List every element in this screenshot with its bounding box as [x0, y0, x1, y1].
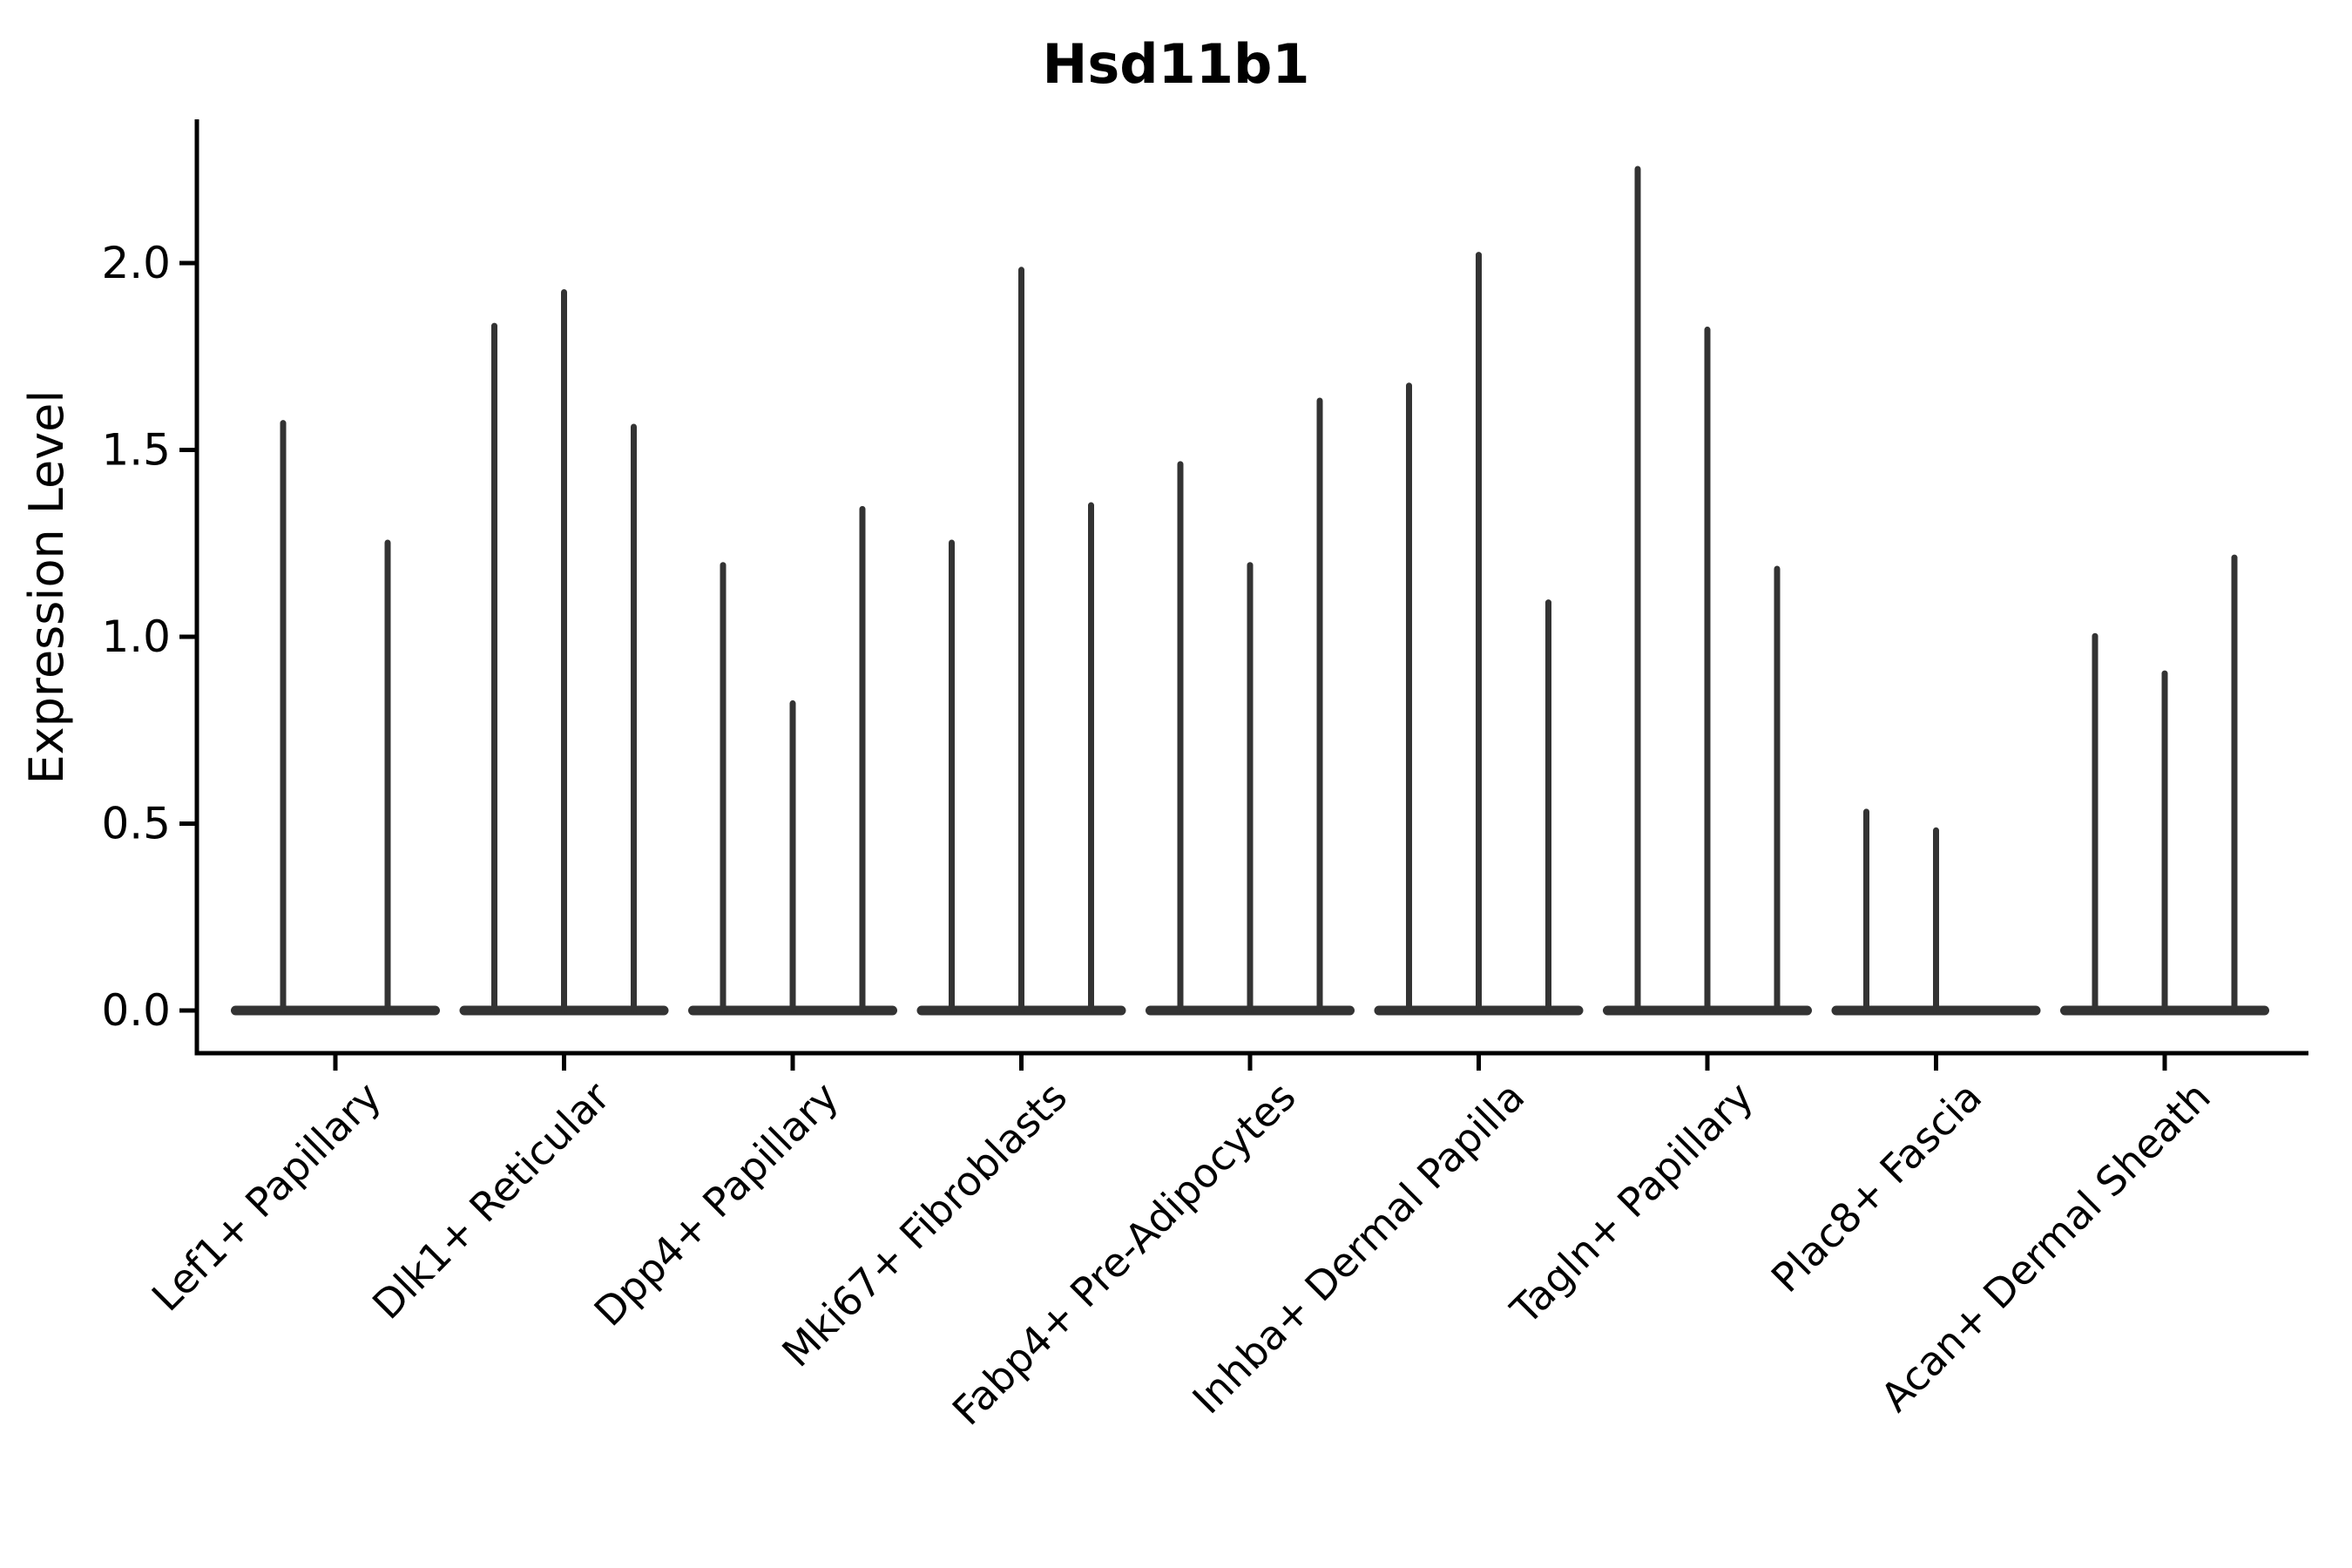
violin-spike	[384, 539, 391, 1012]
violin-group	[1146, 397, 1355, 1016]
violin-group	[231, 420, 440, 1016]
violin-spike	[720, 562, 727, 1012]
x-tick-label: Plac8+ Fascia	[1762, 1073, 1990, 1301]
violin-spike	[1863, 808, 1869, 1012]
x-tick-label: Tagln+ Papillary	[1501, 1073, 1762, 1335]
chart-title: Hsd11b1	[1043, 32, 1310, 96]
violin-group	[1831, 808, 2041, 1016]
violin-spike	[1406, 382, 1412, 1012]
violin-spike	[631, 423, 637, 1013]
x-tick-label: Dlk1+ Reticular	[363, 1073, 618, 1328]
y-tick-label: 2.0	[101, 238, 171, 288]
violin-group	[459, 289, 669, 1016]
violin-spike	[1634, 166, 1641, 1012]
violin-spike	[1774, 565, 1781, 1012]
violin-spike	[561, 289, 567, 1012]
x-tick-label: Lef1+ Papillary	[143, 1073, 390, 1321]
violin-spike	[1018, 267, 1024, 1012]
violin-group	[1374, 252, 1584, 1016]
violin-spike	[789, 700, 796, 1012]
violin-spike	[2161, 670, 2168, 1012]
violin-spike	[2092, 632, 2099, 1012]
violin-base	[231, 1005, 440, 1016]
violin-spike	[1476, 252, 1482, 1012]
y-tick-label: 1.5	[101, 425, 171, 476]
y-tick-label: 0.5	[101, 799, 171, 849]
y-tick-label: 0.0	[101, 985, 171, 1036]
violin-spike	[1704, 326, 1711, 1012]
violin-group	[1603, 166, 1812, 1016]
y-axis-label: Expression Level	[19, 390, 74, 785]
violins-layer	[231, 166, 2269, 1016]
violin-spike	[280, 420, 287, 1012]
violin-spike	[1177, 461, 1184, 1012]
violin-spike	[1247, 562, 1254, 1012]
violin-spike	[1316, 397, 1323, 1012]
violin-spike	[1545, 599, 1551, 1012]
x-tick-label: Dpp4+ Papillary	[585, 1073, 848, 1335]
violin-spike	[1088, 502, 1094, 1012]
violin-spike	[1933, 827, 1939, 1012]
y-tick-label: 1.0	[101, 612, 171, 662]
violin-spike	[949, 539, 955, 1012]
axes-layer	[179, 119, 2308, 1071]
violin-spike	[859, 505, 866, 1012]
violin-group	[688, 505, 897, 1016]
violin-spike	[491, 322, 497, 1012]
violin-spike	[2231, 554, 2238, 1012]
violin-group	[916, 267, 1126, 1016]
violin-group	[2060, 554, 2269, 1016]
